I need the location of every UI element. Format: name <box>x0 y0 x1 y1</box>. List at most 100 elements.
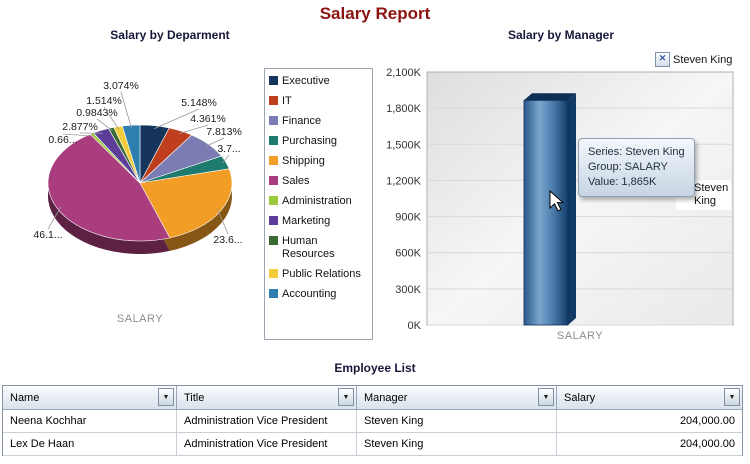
bar-steven-king[interactable] <box>523 99 569 326</box>
y-tick-label: 2,100K <box>386 67 422 79</box>
pie-slice-accounting[interactable] <box>121 124 141 184</box>
legend-label: Sales <box>282 175 310 187</box>
column-label: Salary <box>564 391 596 404</box>
pie-legend: Executive IT Finance Purchasing Shipping Sale… <box>264 68 373 340</box>
pie-percent-label: 3.7... <box>217 143 240 155</box>
pie-percent-label: 1.514% <box>86 95 122 107</box>
pie-percent-label: 2.877% <box>62 121 98 133</box>
cell-title: Administration Vice President <box>177 410 357 433</box>
pie-percent-label: 46.1... <box>33 229 62 241</box>
column-label: Name <box>10 391 40 404</box>
bar-chart-title: Salary by Manager <box>507 28 615 42</box>
tooltip-group-line: Group: SALARY <box>588 161 668 173</box>
column-header-manager: Manager ▼ <box>357 386 557 410</box>
pie-percent-label: 4.361% <box>190 113 226 125</box>
y-tick-label: 1,500K <box>386 139 422 151</box>
pie-percent-label: 23.6... <box>213 234 242 246</box>
pie-axis-label: SALARY <box>116 313 164 325</box>
legend-label: Marketing <box>282 215 331 227</box>
pie-label-leader-line <box>96 118 113 132</box>
chart-tooltip: Series: Steven King Group: SALARY Value:… <box>578 138 695 197</box>
legend-color-chip <box>269 116 278 125</box>
legend-color-chip <box>269 96 278 105</box>
series-toggle-label: Steven King <box>673 53 733 66</box>
bar-legend-line2: King <box>694 195 717 207</box>
legend-label: Shipping <box>282 155 325 167</box>
pie-label-leader-line <box>221 154 230 164</box>
pie-percent-label: 3.074% <box>103 80 139 92</box>
bar-legend-line1: Steven <box>694 182 729 194</box>
y-tick-label: 300K <box>395 284 421 296</box>
pie-percent-label: 5.148% <box>181 97 217 109</box>
legend-color-chip <box>269 176 278 185</box>
column-dropdown-button[interactable]: ▼ <box>158 388 174 406</box>
y-tick-label: 1,800K <box>386 103 422 115</box>
legend-color-chip <box>269 289 278 298</box>
pie-slice-shipping[interactable] <box>139 168 233 239</box>
table-body: Neena Kochhar Administration Vice Preside… <box>3 410 742 456</box>
legend-color-chip <box>269 236 278 245</box>
column-label: Title <box>184 391 205 404</box>
legend-label: Administration <box>282 195 352 207</box>
table-row[interactable]: Neena Kochhar Administration Vice Preside… <box>3 410 742 433</box>
employee-list-title: Employee List <box>334 361 416 375</box>
legend-label: Purchasing <box>282 135 338 147</box>
y-tick-label: 0K <box>408 320 422 332</box>
pie-label-leader-line <box>205 137 225 147</box>
pie-label-leader-line <box>154 108 200 130</box>
pie-label-leader-line <box>178 124 209 135</box>
cell-name: Lex De Haan <box>3 433 177 456</box>
legend-item-public-relations: Public Relations <box>269 268 369 281</box>
y-tick-label: 900K <box>395 212 421 224</box>
cell-salary: 204,000.00 <box>557 410 742 433</box>
legend-label: Finance <box>282 115 322 127</box>
legend-color-chip <box>269 136 278 145</box>
pie-slice-sales[interactable] <box>47 133 171 242</box>
legend-item-human-resources: Human Resources <box>269 235 369 261</box>
column-header-title: Title ▼ <box>177 386 357 410</box>
legend-item-finance: Finance <box>269 115 369 128</box>
legend-label: Executive <box>282 75 330 87</box>
column-dropdown-button[interactable]: ▼ <box>338 388 354 406</box>
pie-label-leader-line <box>216 209 229 235</box>
legend-item-it: IT <box>269 95 369 108</box>
pie-chart-title: Salary by Deparment <box>110 28 230 42</box>
y-tick-label: 1,200K <box>386 175 422 187</box>
cell-salary: 204,000.00 <box>557 433 742 456</box>
pie-label-leader-line <box>103 106 120 130</box>
cell-title: Administration Vice President <box>177 433 357 456</box>
legend-item-administration: Administration <box>269 195 369 208</box>
legend-color-chip <box>269 269 278 278</box>
legend-item-shipping: Shipping <box>269 155 369 168</box>
legend-item-sales: Sales <box>269 175 369 188</box>
employee-table: Name ▼ Title ▼ Manager ▼ Salary ▼ Neena Kochhar… <box>2 385 743 456</box>
pie-percent-label: 7.813% <box>206 126 242 138</box>
bar-top-face <box>524 93 576 101</box>
column-dropdown-button[interactable]: ▼ <box>724 388 740 406</box>
legend-color-chip <box>269 76 278 85</box>
legend-label: Human Resources <box>282 235 335 260</box>
pie-percent-label: 0.9843% <box>76 107 117 119</box>
tooltip-series-line: Series: Steven King <box>588 146 685 158</box>
legend-item-purchasing: Purchasing <box>269 135 369 148</box>
legend-label: IT <box>282 95 292 107</box>
y-tick-label: 600K <box>395 248 421 260</box>
column-dropdown-button[interactable]: ▼ <box>538 388 554 406</box>
legend-item-executive: Executive <box>269 75 369 88</box>
bar-axis-label: SALARY <box>556 330 604 342</box>
legend-label: Public Relations <box>282 268 361 280</box>
pie-percent-label: 0.66... <box>48 134 77 146</box>
bar-legend-label: Steven King <box>694 182 728 208</box>
remove-series-icon[interactable]: ✕ <box>655 52 670 67</box>
series-toggle: ✕ Steven King <box>655 52 732 67</box>
cell-manager: Steven King <box>357 433 557 456</box>
pie-chart-canvas[interactable]: 5.148% 4.361%7.813% 3.7... 23.6... 46.1... 0.… <box>15 60 265 310</box>
legend-color-chip <box>269 196 278 205</box>
legend-color-chip <box>269 216 278 225</box>
table-row[interactable]: Lex De Haan Administration Vice President… <box>3 433 742 456</box>
legend-item-accounting: Accounting <box>269 288 369 301</box>
column-header-name: Name ▼ <box>3 386 177 410</box>
pie-label-leader-line <box>62 133 94 137</box>
legend-color-chip <box>269 156 278 165</box>
pie-label-leader-line <box>47 206 62 230</box>
